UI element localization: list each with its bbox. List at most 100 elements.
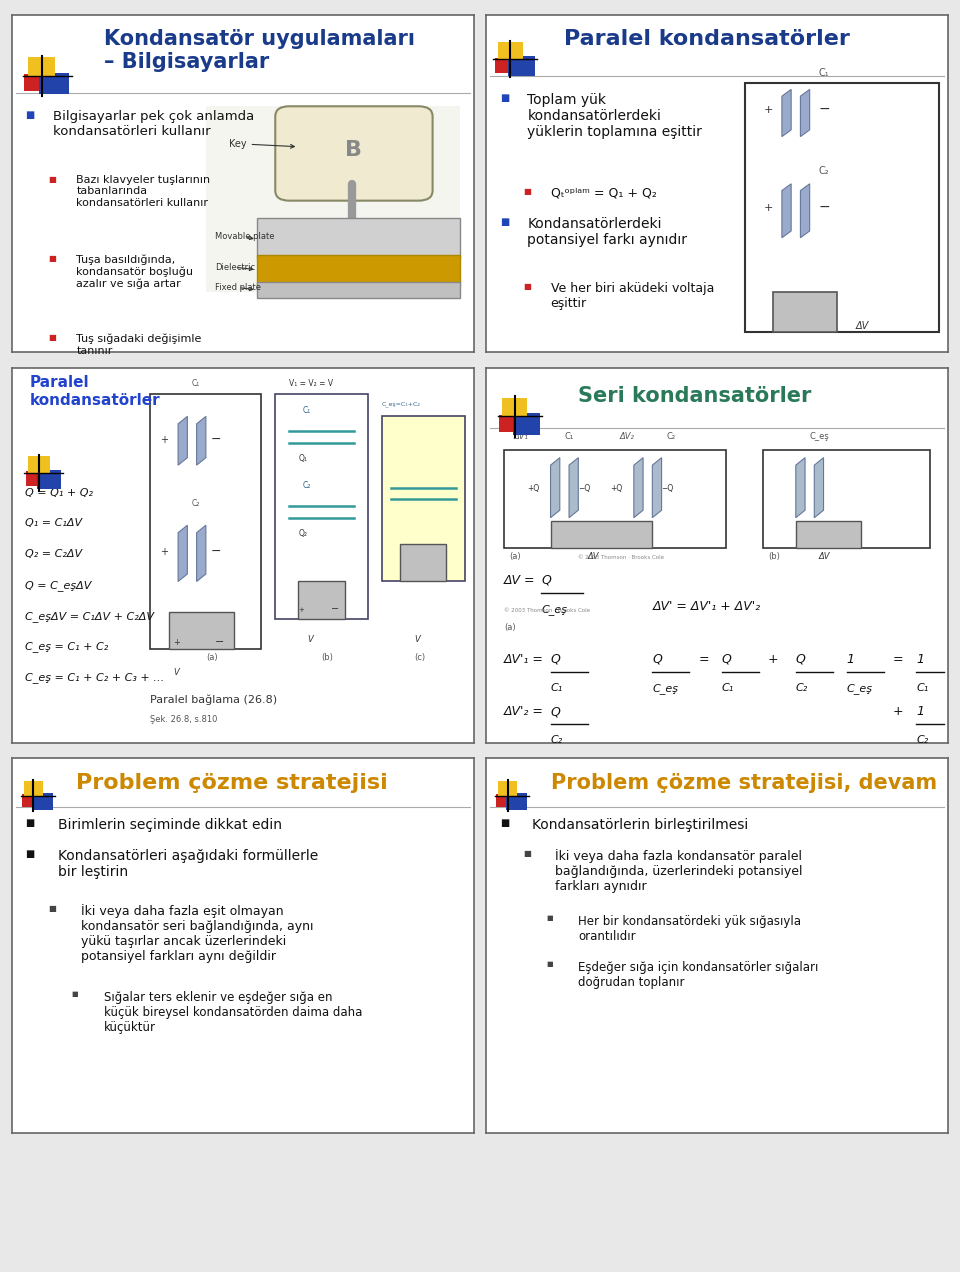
FancyBboxPatch shape: [499, 415, 522, 431]
Text: Eşdeğer sığa için kondansatörler sığaları
doğrudan toplanır: Eşdeğer sığa için kondansatörler sığalar…: [578, 962, 819, 990]
Text: C₂: C₂: [192, 500, 201, 509]
Polygon shape: [781, 184, 791, 238]
Text: Q: Q: [541, 574, 551, 586]
Text: Movable plate: Movable plate: [215, 233, 275, 242]
Text: C₁: C₁: [192, 379, 201, 388]
Text: −: −: [210, 432, 221, 445]
Text: İki veya daha fazla eşit olmayan
kondansatör seri bağlandığında, aynı
yükü taşır: İki veya daha fazla eşit olmayan kondans…: [81, 904, 313, 963]
FancyBboxPatch shape: [37, 469, 61, 490]
FancyBboxPatch shape: [494, 57, 517, 73]
Bar: [299, 581, 345, 619]
Text: C_eş = C₁ + C₂ + C₃ + …: C_eş = C₁ + C₂ + C₃ + …: [25, 673, 165, 683]
Polygon shape: [814, 458, 824, 518]
Bar: [256, 254, 461, 285]
FancyBboxPatch shape: [508, 56, 535, 76]
Text: −: −: [215, 637, 225, 647]
Text: (b): (b): [322, 654, 333, 663]
Polygon shape: [634, 458, 643, 518]
Text: ■: ■: [546, 916, 553, 921]
Text: C₁: C₁: [303, 406, 311, 415]
Text: ■: ■: [49, 254, 57, 263]
Text: ■: ■: [523, 282, 531, 291]
Text: −: −: [819, 102, 830, 116]
Text: C_eş: C_eş: [809, 432, 829, 441]
Text: +: +: [159, 435, 168, 445]
Text: (a): (a): [504, 623, 516, 632]
Text: ΔV'₁ =: ΔV'₁ =: [504, 653, 544, 665]
Text: 1: 1: [847, 653, 854, 665]
Text: Toplam yük
kondansatörlerdeki
yüklerin toplamına eşittir: Toplam yük kondansatörlerdeki yüklerin t…: [527, 93, 703, 139]
Text: © 2003 Thomson · Brooks Cole: © 2003 Thomson · Brooks Cole: [578, 555, 664, 560]
Text: C₁: C₁: [916, 683, 928, 693]
Polygon shape: [197, 416, 205, 466]
FancyBboxPatch shape: [24, 74, 50, 92]
Text: Kondansatörleri aşağıdaki formüllerle
bir leştirin: Kondansatörleri aşağıdaki formüllerle bi…: [58, 850, 318, 879]
Text: =: =: [893, 653, 903, 665]
Polygon shape: [653, 458, 661, 518]
Bar: [400, 544, 446, 581]
Text: V: V: [414, 635, 420, 644]
Bar: [169, 612, 233, 649]
Polygon shape: [801, 184, 809, 238]
Text: 1: 1: [916, 653, 924, 665]
FancyBboxPatch shape: [502, 398, 527, 416]
Text: ΔV₁: ΔV₁: [514, 432, 528, 441]
Text: ■: ■: [49, 333, 57, 342]
Text: İki veya daha fazla kondansatör paralel
bağlandığında, üzerlerindeki potansiyel
: İki veya daha fazla kondansatör paralel …: [555, 850, 803, 893]
Text: ΔV: ΔV: [856, 321, 869, 331]
Text: ΔV =: ΔV =: [504, 574, 536, 586]
Text: C_eş=C₁+C₂: C_eş=C₁+C₂: [382, 401, 420, 407]
FancyBboxPatch shape: [513, 413, 540, 435]
Text: +: +: [299, 607, 304, 613]
Text: Q₁ = C₁ΔV: Q₁ = C₁ΔV: [25, 519, 83, 528]
Text: Q: Q: [550, 705, 561, 719]
Text: ■: ■: [523, 850, 531, 859]
Polygon shape: [781, 89, 791, 136]
Text: ΔV: ΔV: [819, 552, 830, 561]
Text: ■: ■: [499, 93, 509, 103]
FancyBboxPatch shape: [21, 794, 39, 808]
Text: 1: 1: [916, 705, 924, 719]
Text: ■: ■: [25, 109, 35, 120]
Text: C₂: C₂: [303, 481, 311, 490]
Text: ■: ■: [499, 218, 509, 228]
Text: V: V: [307, 635, 313, 644]
Text: C_eş: C_eş: [541, 604, 567, 614]
Text: ■: ■: [72, 991, 79, 996]
Text: Kondansatörlerdeki
potansiyel farkı aynıdır: Kondansatörlerdeki potansiyel farkı aynı…: [527, 218, 687, 247]
Text: ■: ■: [25, 850, 35, 860]
Text: +: +: [768, 653, 779, 665]
Text: +: +: [763, 106, 773, 114]
Bar: [745, 83, 939, 332]
Text: ■: ■: [25, 818, 35, 828]
Text: −: −: [331, 603, 339, 613]
Text: C₂: C₂: [550, 735, 563, 745]
Text: Q: Q: [653, 653, 662, 665]
Polygon shape: [801, 89, 809, 136]
Bar: [151, 394, 261, 649]
Text: C₁: C₁: [550, 683, 563, 693]
Bar: [773, 291, 837, 332]
Text: V: V: [174, 668, 180, 677]
Bar: [256, 218, 461, 258]
Text: Tuşa basıldığında,
kondansatör boşluğu
azalır ve sığa artar: Tuşa basıldığında, kondansatör boşluğu a…: [76, 254, 193, 289]
Text: Birimlerin seçiminde dikkat edin: Birimlerin seçiminde dikkat edin: [58, 818, 282, 832]
Text: ΔV: ΔV: [588, 552, 599, 561]
Text: Sığalar ters eklenir ve eşdeğer sığa en
küçük bireysel kondansatörden daima daha: Sığalar ters eklenir ve eşdeğer sığa en …: [104, 991, 363, 1034]
Text: Q₁: Q₁: [299, 454, 307, 463]
Text: C_eş: C_eş: [847, 683, 873, 693]
Text: (c): (c): [414, 654, 425, 663]
Text: C₁: C₁: [819, 67, 829, 78]
Text: +: +: [159, 547, 168, 557]
Text: Paralel kondansatörler: Paralel kondansatörler: [564, 29, 851, 48]
Text: Q = Q₁ + Q₂: Q = Q₁ + Q₂: [25, 487, 93, 497]
Polygon shape: [550, 458, 560, 518]
FancyBboxPatch shape: [495, 794, 514, 808]
Text: Paralel
kondansatörler: Paralel kondansatörler: [30, 375, 160, 407]
Text: −Q: −Q: [661, 485, 674, 494]
FancyBboxPatch shape: [26, 471, 46, 486]
Text: Tuş sığadaki değişimle
tanınır: Tuş sığadaki değişimle tanınır: [76, 333, 202, 356]
Text: Kondansatör uygulamaları
– Bilgisayarlar: Kondansatör uygulamaları – Bilgisayarlar: [104, 29, 415, 73]
FancyBboxPatch shape: [498, 781, 517, 796]
Text: Q: Q: [796, 653, 805, 665]
